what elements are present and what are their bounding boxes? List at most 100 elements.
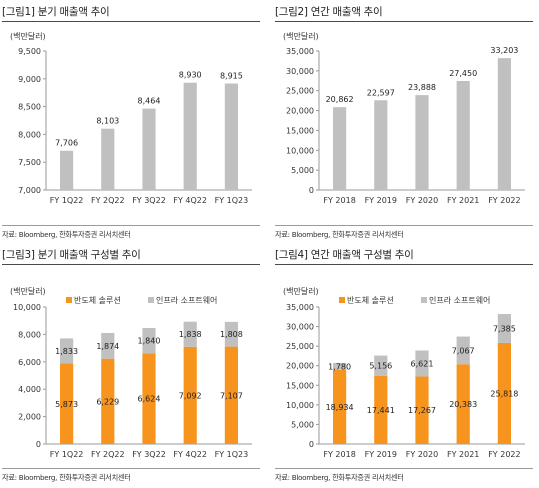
- legend-label: 반도체 솔루션: [347, 295, 394, 305]
- y-tick-label: 25,000: [286, 87, 314, 96]
- figure-title: [그림3] 분기 매출액 구성별 추이: [2, 249, 141, 261]
- data-label: 5,873: [55, 400, 78, 409]
- y-tick-label: 6,000: [18, 358, 41, 367]
- bar: [456, 80, 470, 190]
- chart-4: (백만달러) 0 5,000 10,000 15,000 20,000 25,000 30,0…: [283, 286, 525, 459]
- bar-segment: [333, 362, 347, 370]
- x-tick-label: FY 4Q22: [173, 450, 207, 459]
- source-note: 자료: Bloomberg, 한화투자증권 리서치센터: [275, 468, 533, 483]
- bar-segment: [101, 358, 115, 444]
- data-label: 5,156: [369, 362, 392, 371]
- bar-segment: [374, 355, 388, 376]
- y-tick-label: 35,000: [286, 303, 314, 312]
- data-label: 20,862: [326, 95, 354, 104]
- bar-segment: [101, 332, 115, 359]
- y-tick-label: 5,000: [291, 420, 314, 429]
- x-tick-label: FY 1Q22: [50, 196, 84, 205]
- legend-swatch: [421, 297, 427, 303]
- bar: [497, 58, 511, 190]
- data-label: 6,624: [138, 395, 161, 404]
- bar-segment: [374, 375, 388, 444]
- x-tick-label: FY 2018: [323, 450, 355, 459]
- title-rule: [275, 264, 533, 265]
- data-label: 22,597: [367, 88, 395, 97]
- chart-3: (백만달러) 0 2,000 4,000 6,000 8,000 10,000 5,873 1,…: [10, 286, 252, 459]
- bar-segment: [60, 338, 74, 364]
- data-label: 8,103: [96, 117, 119, 126]
- bar: [183, 82, 197, 190]
- bar: [333, 107, 347, 190]
- y-axis-label: (백만달러): [283, 31, 319, 41]
- y-tick-label: 7,000: [18, 186, 41, 195]
- legend-swatch: [148, 297, 154, 303]
- chart-1: (백만달러) 7,000 7,500 8,000 8,500 9,000 9,500 7,70…: [10, 31, 252, 205]
- bar-segment: [497, 314, 511, 343]
- y-tick-label: 20,000: [286, 107, 314, 116]
- y-tick-label: 10,000: [286, 146, 314, 155]
- figure-panel-1: [그림1] 분기 매출액 추이 (백만달러) 7,000 7,500 8,000 8,5…: [2, 4, 264, 240]
- y-tick-label: 15,000: [286, 126, 314, 135]
- x-tick-label: FY 2Q22: [91, 196, 125, 205]
- bar-segment: [142, 328, 156, 354]
- data-label: 20,383: [449, 400, 477, 409]
- y-tick-label: 0: [36, 440, 41, 449]
- x-tick-label: FY 1Q22: [50, 450, 84, 459]
- data-label: 7,385: [493, 324, 516, 333]
- y-tick-label: 7,500: [18, 158, 41, 167]
- y-tick-label: 9,500: [18, 47, 41, 56]
- x-tick-label: FY 3Q22: [132, 450, 166, 459]
- data-label: 1,838: [179, 330, 202, 339]
- y-tick-label: 0: [309, 440, 314, 449]
- data-label: 25,818: [490, 389, 518, 398]
- y-axis-label: (백만달러): [10, 286, 46, 296]
- bar-segment: [224, 321, 238, 347]
- y-tick-label: 20,000: [286, 362, 314, 371]
- figure-title: [그림1] 분기 매출액 추이: [2, 6, 110, 18]
- y-tick-label: 35,000: [286, 47, 314, 56]
- x-tick-label: FY 4Q22: [173, 196, 207, 205]
- x-tick-label: FY 2018: [323, 196, 355, 205]
- y-tick-label: 8,000: [18, 330, 41, 339]
- data-label: 1,780: [328, 362, 351, 371]
- data-label: 18,934: [326, 403, 354, 412]
- y-tick-label: 0: [309, 186, 314, 195]
- y-tick-label: 9,000: [18, 75, 41, 84]
- x-tick-label: FY 2022: [488, 450, 520, 459]
- bar: [374, 100, 388, 190]
- bar-segment: [183, 346, 197, 444]
- figure-title: [그림4] 연간 매출액 구성별 추이: [275, 249, 414, 261]
- legend-swatch: [339, 297, 345, 303]
- figure-panel-2: [그림2] 연간 매출액 추이 (백만달러) 0 5,000 10,000 15,000…: [275, 4, 537, 240]
- legend-swatch: [66, 297, 72, 303]
- legend-label: 반도체 솔루션: [74, 295, 121, 305]
- y-tick-label: 15,000: [286, 381, 314, 390]
- data-label: 17,267: [408, 406, 436, 415]
- bar: [224, 83, 238, 190]
- x-tick-label: FY 2Q22: [91, 450, 125, 459]
- data-label: 17,441: [367, 406, 395, 415]
- x-tick-label: FY 2022: [488, 196, 520, 205]
- legend-label: 인프라 소프트웨어: [429, 295, 490, 305]
- y-tick-label: 8,500: [18, 103, 41, 112]
- x-tick-label: FY 1Q23: [215, 450, 249, 459]
- source-note: 자료: Bloomberg, 한화투자증권 리서치센터: [275, 225, 533, 240]
- data-label: 27,450: [449, 69, 477, 78]
- source-note: 자료: Bloomberg, 한화투자증권 리서치센터: [2, 225, 260, 240]
- title-rule: [275, 21, 533, 22]
- figure-panel-3: [그림3] 분기 매출액 구성별 추이 (백만달러) 0 2,000 4,000 6,0…: [2, 247, 264, 483]
- data-label: 33,203: [490, 46, 518, 55]
- y-tick-label: 30,000: [286, 323, 314, 332]
- bar-segment: [456, 364, 470, 444]
- x-tick-label: FY 2019: [365, 450, 397, 459]
- data-label: 1,840: [138, 337, 161, 346]
- y-tick-label: 10,000: [13, 303, 41, 312]
- y-tick-label: 5,000: [291, 166, 314, 175]
- bar-segment: [183, 321, 197, 347]
- x-tick-label: FY 2020: [406, 196, 438, 205]
- data-label: 8,915: [220, 72, 243, 81]
- y-axis-label: (백만달러): [10, 31, 46, 41]
- y-tick-label: 4,000: [18, 385, 41, 394]
- bar-segment: [456, 336, 470, 365]
- chart-2: (백만달러) 0 5,000 10,000 15,000 20,000 25,000 30,0…: [283, 31, 525, 205]
